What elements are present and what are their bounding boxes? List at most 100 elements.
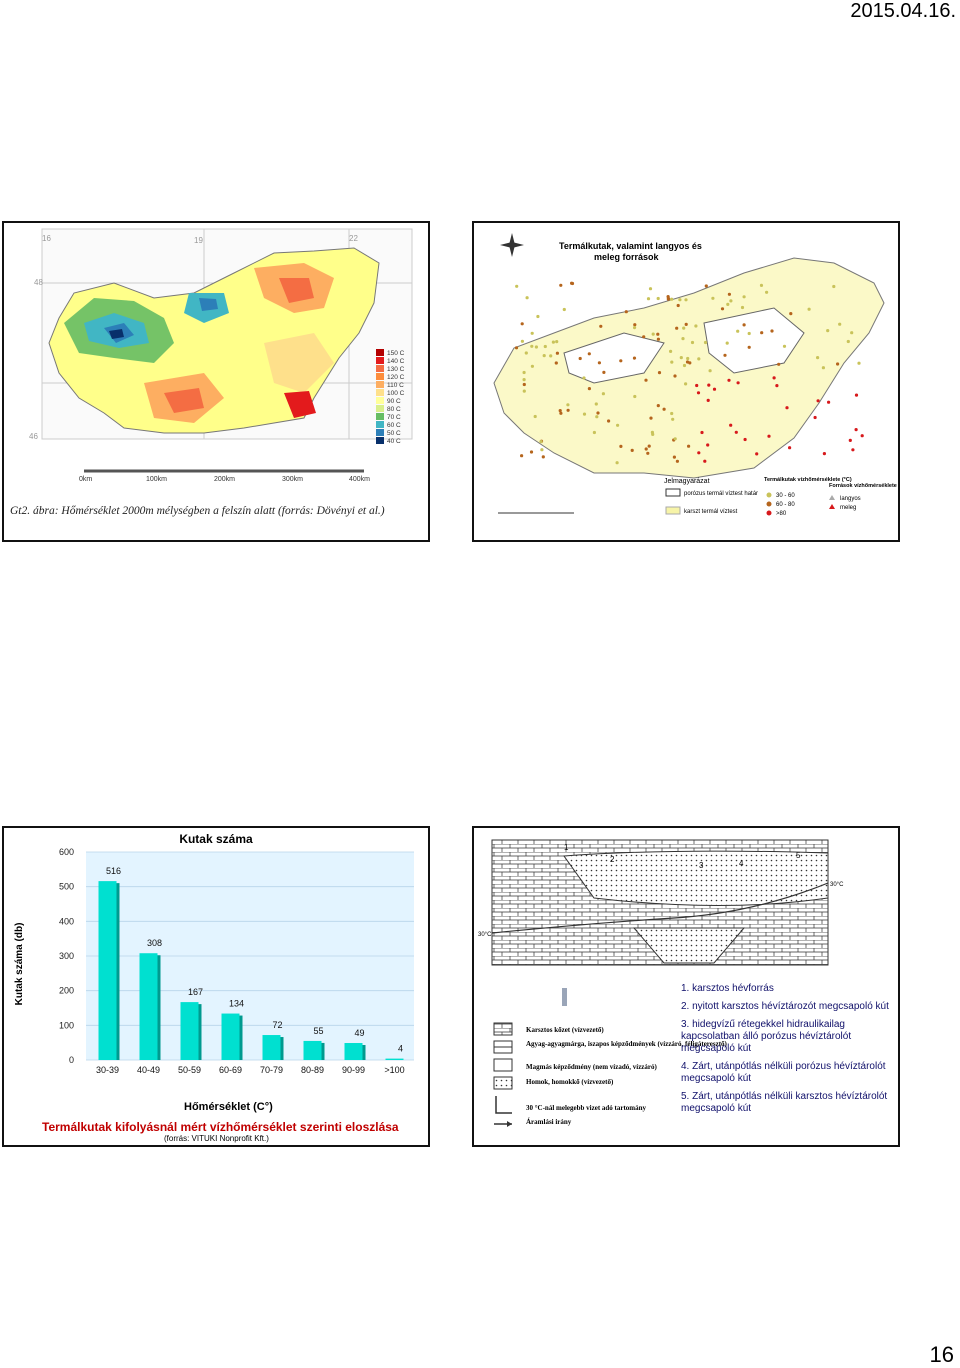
well-marker (675, 326, 679, 330)
well-marker (669, 349, 673, 353)
well-marker (633, 394, 637, 399)
well-marker (700, 430, 704, 435)
bar (221, 1013, 240, 1060)
data-label: 516 (106, 866, 121, 876)
legend-label: 150 C (387, 350, 405, 357)
well-marker (777, 362, 781, 366)
well-marker (707, 383, 711, 387)
scale-label: 100km (146, 476, 167, 483)
chart-caption: Termálkutak kifolyásnál mért vízhőmérsék… (42, 1120, 399, 1134)
well-marker (597, 361, 601, 365)
data-label: 308 (147, 938, 162, 948)
y-tick-label: 0 (69, 1055, 74, 1065)
well-marker (587, 352, 591, 356)
compass-icon (500, 233, 524, 257)
well-marker (651, 432, 655, 436)
bar-side (116, 883, 120, 1060)
well-marker (539, 440, 543, 444)
map-title: meleg források (594, 252, 660, 262)
well-marker (860, 434, 864, 438)
wells-bar-chart-panel: Kutak száma 0 100 200 300 400 500 600 Kutak szá… (2, 826, 430, 1147)
legend-item: Homok, homokkő (vízvezető) (526, 1078, 614, 1086)
data-label: 167 (188, 987, 203, 997)
well-marker (720, 307, 725, 311)
well-marker (742, 295, 746, 299)
well-marker (656, 337, 660, 341)
legend-label: 90 C (387, 398, 401, 405)
well-marker (530, 331, 534, 335)
well-marker (616, 423, 620, 427)
well-marker (782, 344, 787, 348)
well-legend: 60 - 80 (776, 502, 795, 508)
spring-legend: langyos (840, 496, 861, 502)
well-marker (649, 416, 653, 420)
y-axis-label: Kutak száma (db) (14, 923, 25, 1006)
well-marker (672, 455, 676, 459)
well-marker (678, 298, 682, 302)
bar-side (280, 1037, 284, 1060)
well-marker (582, 376, 586, 380)
legend-swatch (376, 397, 384, 404)
well-marker (725, 341, 729, 345)
well-marker (854, 393, 859, 397)
legend-swatch (376, 437, 384, 444)
well-legend: >80 (776, 511, 787, 517)
well-marker (676, 303, 680, 308)
well-marker (807, 307, 811, 311)
well-marker (770, 329, 774, 333)
well-marker (703, 340, 708, 345)
bar (303, 1040, 322, 1060)
well-marker (522, 370, 526, 375)
well-marker (684, 382, 688, 386)
well-marker (816, 399, 820, 403)
well-marker (816, 356, 820, 360)
legend-swatch (376, 413, 384, 420)
legend-swatch (376, 389, 384, 396)
section-number: 4 (739, 859, 744, 868)
well-marker (642, 335, 646, 339)
well-marker (656, 404, 660, 408)
map-caption: Gt2. ábra: Hőmérséklet 2000m mélységben … (10, 505, 385, 517)
bar-side (198, 1004, 202, 1060)
well-marker (551, 340, 555, 344)
bar (139, 953, 158, 1060)
well-marker (706, 398, 710, 402)
well-type-list: 1. karsztos hévforrás 2. nyitott karszto… (681, 983, 896, 1121)
cross-section-panel: 1 2 3 4 5 30°C 30°C Karsztos kőzet (vízv… (472, 826, 900, 1147)
well-marker (684, 298, 688, 302)
chart-source: (forrás: VITUKI Nonprofit Kft.) (164, 1134, 269, 1143)
well-marker (619, 359, 623, 363)
well-marker (559, 283, 563, 287)
well-marker (775, 384, 779, 388)
legend-item: 30 °C-nál melegebb vizet adó tartomány (526, 1104, 647, 1112)
well-legend: 30 - 60 (776, 493, 795, 499)
thermal-wells-map-panel: Termálkutak, valamint langyos és meleg f… (472, 221, 900, 542)
well-marker (599, 324, 603, 328)
y-tick-label: 600 (59, 847, 74, 857)
page-date: 2015.04.16. (850, 0, 956, 22)
well-type-item: 1. karsztos hévforrás (681, 983, 774, 994)
data-label: 134 (229, 999, 244, 1009)
well-marker (740, 305, 745, 310)
legend-item: Karsztos kőzet (vízvezető) (526, 1026, 604, 1034)
well-marker (687, 444, 691, 448)
well-type-item: 2. nyitott karsztos hévíztározót megcsap… (681, 1001, 889, 1012)
y-tick-label: 100 (59, 1020, 74, 1030)
scale-label: 300km (282, 476, 303, 483)
well-type-item: 4. Zárt, utánpótlás nélküli porózus héví… (681, 1061, 886, 1084)
bar-side (157, 955, 161, 1060)
well-marker (666, 296, 670, 301)
bar (180, 1002, 199, 1060)
legend-swatch (376, 429, 384, 436)
well-marker (679, 356, 683, 360)
x-tick-label: 90-99 (342, 1065, 365, 1075)
well-marker (514, 346, 519, 350)
well-marker (690, 340, 695, 345)
well-marker (706, 443, 710, 447)
spring-legend: meleg (840, 505, 856, 511)
well-marker (832, 284, 836, 289)
scale-label: 400km (349, 476, 370, 483)
legend-label: 130 C (387, 366, 405, 373)
well-marker (520, 322, 524, 326)
